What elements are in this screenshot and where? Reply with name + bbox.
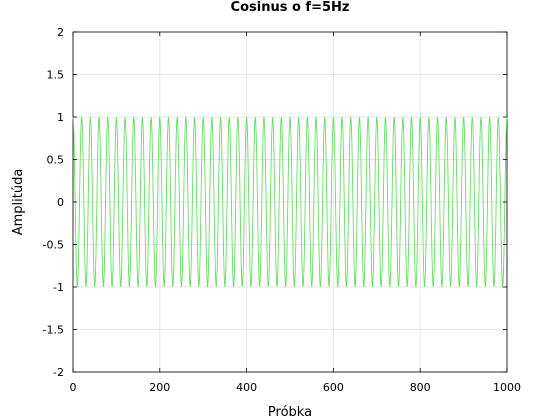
- y-axis: -2 -1.5 -1 -0.5 0 0.5 1 1.5 2: [43, 26, 507, 379]
- chart-title: Cosinus o f=5Hz: [231, 0, 350, 15]
- y-tick-label: -0.5: [43, 239, 64, 252]
- y-tick-label: -1: [53, 281, 64, 294]
- x-tick-label: 200: [149, 381, 170, 394]
- x-tick-label: 600: [323, 381, 344, 394]
- x-axis-label: Próbka: [268, 405, 312, 420]
- y-tick-label: -2: [53, 366, 64, 379]
- y-axis-label: Amplitúda: [11, 169, 26, 236]
- series-layer: [72, 116, 508, 288]
- x-tick-label: 0: [70, 381, 77, 394]
- y-tick-label: 1.5: [47, 69, 65, 82]
- y-tick-label: 1: [57, 111, 64, 124]
- y-tick-label: 0.5: [47, 154, 65, 167]
- y-tick-label: -1.5: [43, 324, 64, 337]
- x-tick-label: 400: [236, 381, 257, 394]
- x-tick-label: 800: [410, 381, 431, 394]
- y-tick-label: 0: [57, 196, 64, 209]
- x-axis: 0 200 400 600 800 1000: [70, 32, 521, 394]
- series-line-cosine: [72, 116, 508, 288]
- y-tick-label: 2: [57, 26, 64, 39]
- x-tick-label: 1000: [493, 381, 521, 394]
